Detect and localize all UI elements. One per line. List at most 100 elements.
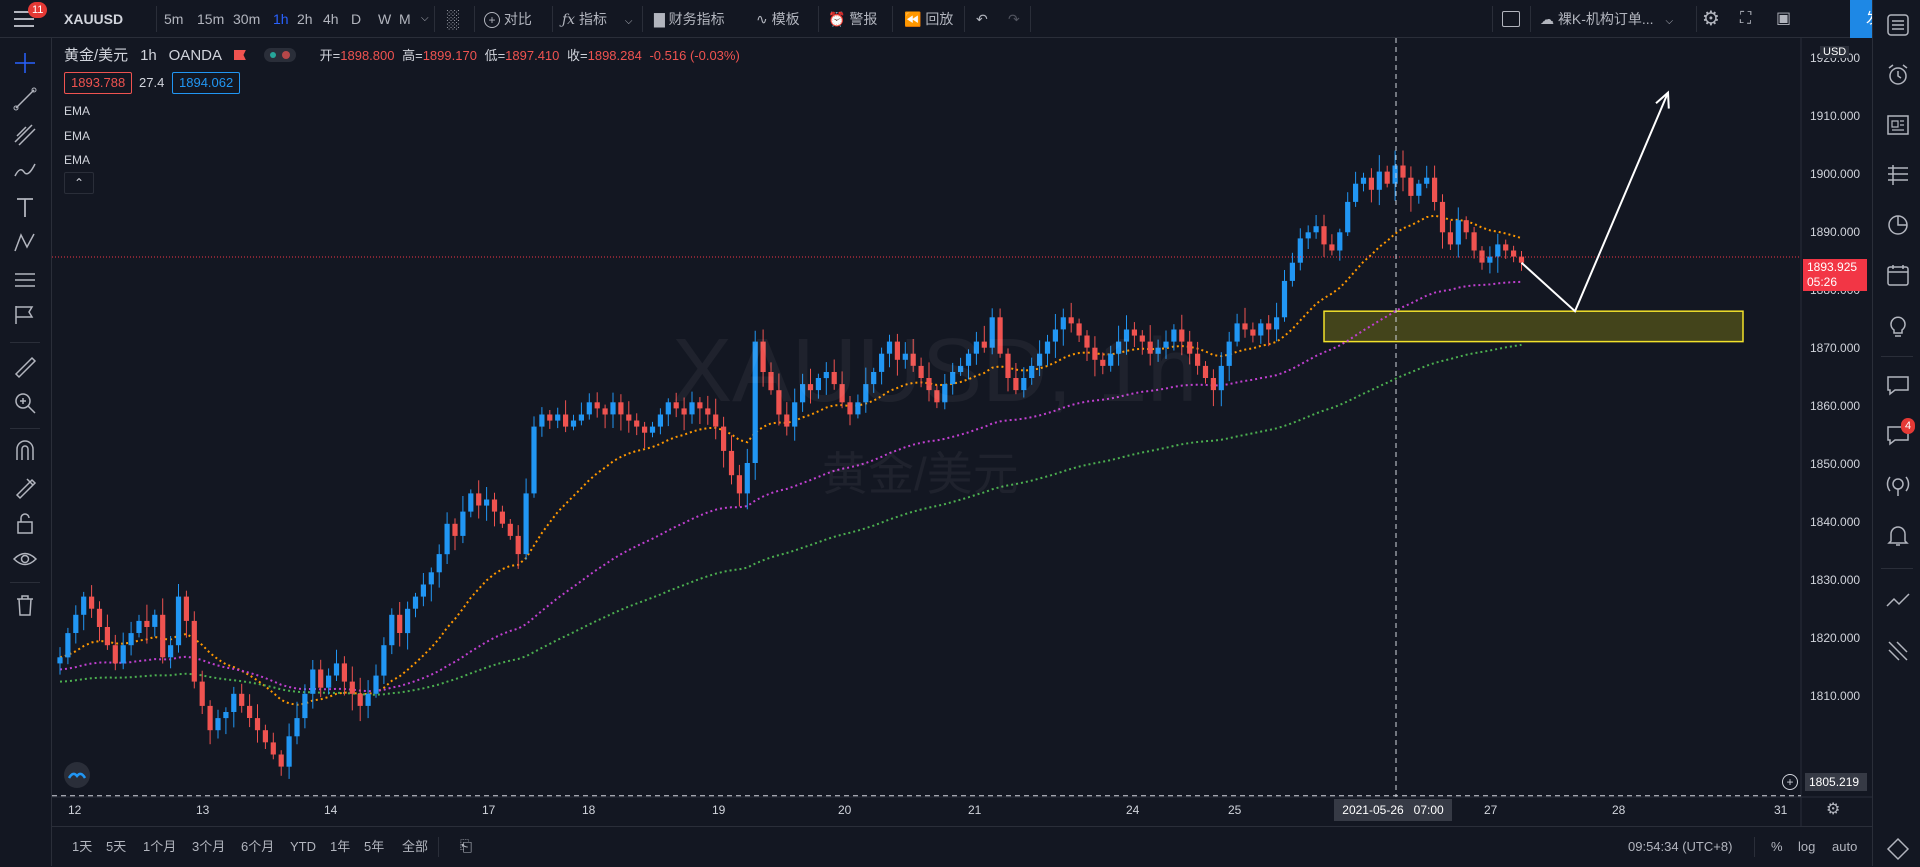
interval-m[interactable]: M — [399, 11, 411, 27]
compare-button[interactable]: + 对比 — [484, 0, 532, 38]
range-button[interactable]: 6个月 — [241, 839, 275, 854]
layout-menu[interactable]: ☁ 裸K-机构订单... ⌵ — [1540, 0, 1673, 38]
open-label: 开= — [319, 48, 341, 63]
crosshair-icon[interactable] — [12, 50, 38, 76]
symbol-search[interactable]: XAUUSD — [64, 11, 124, 27]
magnet-icon[interactable] — [12, 438, 38, 464]
interval-30m[interactable]: 30m — [233, 11, 261, 27]
legend-title[interactable]: 黄金/美元 — [64, 47, 129, 64]
interval-1h[interactable]: 1h — [273, 11, 289, 27]
currency-label[interactable]: USD — [1820, 46, 1850, 58]
pie-chart-icon[interactable] — [1885, 212, 1911, 238]
ema-slow-line[interactable] — [59, 343, 1522, 696]
object-tree-icon[interactable] — [1885, 836, 1911, 862]
interval-4h[interactable]: 4h — [323, 11, 339, 27]
ruler-icon[interactable] — [12, 354, 38, 380]
indicator-ema-fast[interactable]: EMA — [64, 104, 91, 118]
financials-button[interactable]: ▇ 财务指标 — [654, 0, 725, 38]
collapse-legend-button[interactable]: ⌃ — [64, 172, 94, 194]
indicator-ema-mid[interactable]: EMA — [64, 129, 91, 143]
notification-bell-icon[interactable] — [1885, 522, 1911, 548]
redo-icon[interactable]: ↷ — [1008, 11, 1020, 27]
range-button[interactable]: 1年 — [330, 839, 351, 854]
text-icon[interactable] — [12, 194, 38, 220]
zoom-in-icon[interactable] — [12, 390, 38, 416]
settings-gear-icon[interactable]: ⚙ — [1702, 8, 1720, 30]
candle — [73, 605, 79, 644]
pattern-icon[interactable] — [12, 230, 38, 256]
price-chart[interactable] — [52, 38, 1872, 826]
candle — [1376, 155, 1382, 206]
candle — [341, 656, 347, 696]
status-lines — [281, 51, 290, 59]
interval-d[interactable]: D — [351, 11, 362, 27]
eye-icon[interactable] — [12, 546, 38, 572]
fullscreen-icon[interactable]: ⛶ — [1740, 10, 1752, 27]
range-button[interactable]: 全部 — [402, 839, 429, 854]
ask-price[interactable]: 1894.062 — [172, 72, 241, 94]
ema-mid-line[interactable] — [59, 280, 1522, 693]
dom-icon[interactable] — [1885, 638, 1911, 664]
interval-15m[interactable]: 15m — [197, 11, 225, 27]
range-button[interactable]: YTD — [290, 839, 316, 854]
calendar-icon[interactable] — [1885, 262, 1911, 288]
candle — [191, 611, 197, 689]
logo-icon[interactable] — [64, 762, 90, 788]
menu-icon[interactable] — [14, 11, 34, 27]
templates-label: 模板 — [771, 11, 800, 27]
range-button[interactable]: 3个月 — [192, 839, 226, 854]
layout-toggle-icon[interactable] — [1502, 11, 1520, 27]
flag-icon[interactable] — [12, 302, 38, 328]
range-button[interactable]: 5天 — [106, 839, 127, 854]
candle-style-icon[interactable]: ░ — [446, 9, 459, 29]
candle — [302, 684, 308, 729]
news-icon[interactable] — [1885, 112, 1911, 138]
trading-panel-icon[interactable] — [1885, 588, 1911, 614]
data-window-icon[interactable] — [1885, 162, 1911, 188]
divider — [552, 6, 553, 32]
lock-drawing-icon[interactable] — [12, 474, 38, 500]
range-button[interactable]: 5年 — [364, 839, 385, 854]
alarm-clock-icon[interactable] — [1885, 62, 1911, 88]
interval-2h[interactable]: 2h — [297, 11, 313, 27]
trash-icon[interactable] — [12, 592, 38, 618]
interval-more-chevron-icon[interactable]: ⌵ — [421, 13, 429, 24]
indicator-ema-slow[interactable]: EMA — [64, 153, 91, 167]
camera-icon[interactable]: ▣ — [1776, 10, 1792, 27]
brush-icon[interactable] — [12, 158, 38, 184]
range-button[interactable]: 1个月 — [143, 839, 177, 854]
lock-icon[interactable] — [12, 510, 38, 536]
percent-scale-toggle[interactable]: % — [1771, 839, 1783, 854]
templates-button[interactable]: ∿ 模板 — [756, 0, 800, 38]
goto-date-icon[interactable]: ⎗ — [460, 838, 473, 855]
interval-w[interactable]: W — [378, 11, 392, 27]
ideas-bulb-icon[interactable] — [1885, 312, 1911, 338]
interval-5m[interactable]: 5m — [164, 11, 184, 27]
replay-button[interactable]: ⏪ 回放 — [904, 0, 953, 38]
projection-arrow-path[interactable] — [1520, 92, 1669, 313]
clock[interactable]: 09:54:34 (UTC+8) — [1628, 839, 1733, 854]
candle — [523, 478, 529, 560]
auto-scale-toggle[interactable]: auto — [1832, 839, 1858, 854]
candle — [484, 487, 490, 521]
streams-icon[interactable] — [1885, 472, 1911, 498]
prediction-icon[interactable] — [12, 266, 38, 292]
range-button[interactable]: 1天 — [72, 839, 93, 854]
add-alert-plus-icon[interactable]: + — [1782, 774, 1798, 790]
undo-icon[interactable]: ↶ — [976, 11, 988, 27]
watchlist-icon[interactable] — [1885, 12, 1911, 38]
pitchfork-icon[interactable] — [12, 122, 38, 148]
trend-line-icon[interactable] — [12, 86, 38, 112]
legend-source: OANDA — [168, 47, 222, 64]
demand-zone-rectangle[interactable] — [1323, 310, 1744, 343]
bid-price[interactable]: 1893.788 — [64, 72, 133, 94]
candle — [752, 330, 758, 480]
alert-button[interactable]: ⏰ 警报 — [828, 0, 877, 38]
axis-settings-gear-icon[interactable]: ⚙ — [1826, 801, 1841, 818]
candle — [1108, 345, 1114, 372]
financials-label: 财务指标 — [668, 11, 725, 27]
time-tick: 31 — [1774, 803, 1788, 817]
log-scale-toggle[interactable]: log — [1798, 839, 1816, 854]
indicators-button[interactable]: ƒx 指标 ⌵ — [562, 0, 632, 38]
chat-icon[interactable] — [1885, 372, 1911, 398]
